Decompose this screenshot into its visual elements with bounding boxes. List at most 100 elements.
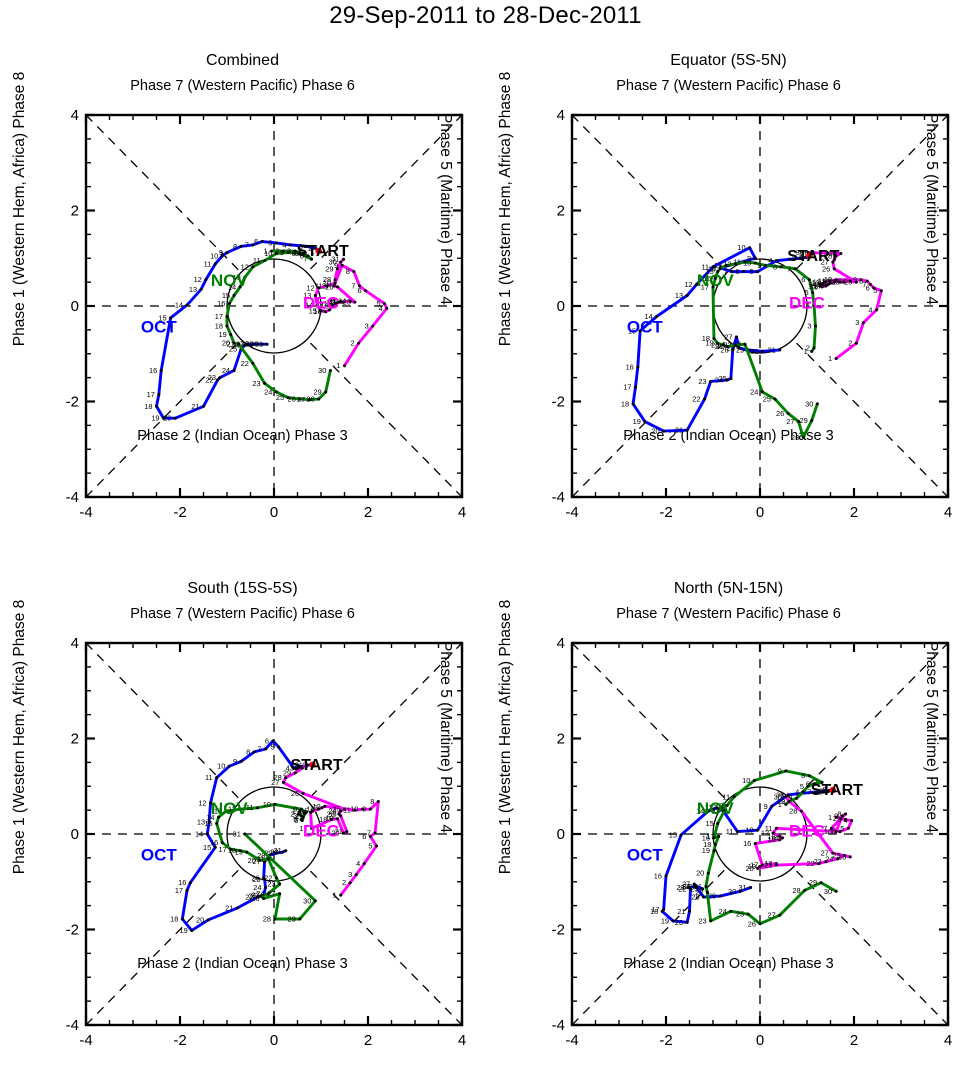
day-label: 22: [723, 341, 731, 350]
data-point: [263, 259, 267, 263]
day-label: 19: [705, 339, 713, 348]
plot-area: -4-4-2-200224412345678910111213141516171…: [538, 631, 953, 1049]
data-point: [328, 368, 332, 372]
day-label: 24: [838, 277, 846, 286]
data-point: [305, 763, 309, 767]
data-point: [774, 259, 778, 263]
day-label: 6: [819, 787, 823, 796]
data-point: [716, 270, 720, 274]
day-label: 23: [327, 809, 335, 818]
x-tick-label: -4: [565, 504, 578, 521]
data-point: [821, 281, 825, 285]
day-label: 21: [694, 882, 702, 891]
data-point: [306, 254, 310, 258]
data-point: [810, 419, 814, 423]
day-label: 11: [818, 277, 826, 286]
data-point: [278, 892, 282, 896]
day-label: 23: [831, 278, 839, 287]
data-point: [229, 847, 233, 851]
day-label: 13: [310, 803, 318, 812]
data-point: [803, 888, 807, 892]
day-label: 25: [763, 395, 771, 404]
day-label: 17: [175, 886, 183, 895]
axis-bottom-label: Phase 2 (Indian Ocean) Phase 3: [623, 956, 834, 972]
y-tick-label: 0: [557, 826, 565, 843]
day-label: 3: [299, 242, 303, 251]
day-label: 23: [267, 880, 275, 889]
day-label: 5: [840, 824, 844, 833]
data-point: [225, 324, 229, 328]
data-point: [834, 357, 838, 361]
x-tick-label: 2: [364, 1032, 372, 1049]
day-label: 12: [723, 259, 731, 268]
data-point: [839, 251, 843, 255]
axis-top-label: Phase 7 (Western Pacific) Phase 6: [130, 606, 355, 622]
data-point: [848, 279, 852, 283]
day-label: 23: [208, 373, 216, 382]
day-label: 13: [709, 803, 717, 812]
day-label: 1: [336, 361, 340, 370]
y-tick-label: -4: [66, 489, 79, 506]
data-point: [695, 283, 699, 287]
data-point: [237, 342, 241, 346]
y-tick-label: -2: [66, 922, 79, 939]
data-point: [220, 254, 224, 258]
data-point: [662, 429, 666, 433]
data-point: [348, 299, 352, 303]
day-label: 15: [705, 267, 713, 276]
data-point: [753, 842, 757, 846]
data-point: [215, 776, 219, 780]
day-label: 10: [263, 800, 271, 809]
data-point: [685, 428, 689, 432]
data-point: [215, 821, 219, 825]
data-point: [266, 857, 270, 861]
day-label: 1: [264, 247, 268, 256]
day-label: 10: [743, 259, 751, 268]
day-label: 21: [824, 277, 832, 286]
day-label: 29: [245, 340, 253, 349]
day-label: 7: [814, 778, 818, 787]
trajectory-nov: [711, 260, 819, 439]
data-point: [332, 284, 336, 288]
day-label: 29: [283, 768, 291, 777]
data-point: [813, 324, 817, 328]
day-label: 30: [796, 248, 804, 257]
day-label: 7: [724, 267, 728, 276]
day-label: 14: [696, 807, 704, 816]
day-label: 20: [331, 829, 339, 838]
data-point: [778, 913, 782, 917]
day-label: 29: [288, 914, 296, 923]
day-label: 22: [678, 884, 686, 893]
data-point: [773, 397, 777, 401]
day-label: 29: [777, 797, 785, 806]
y-tick-label: 4: [557, 635, 565, 652]
data-point: [220, 841, 224, 845]
data-point: [832, 267, 836, 271]
day-label: 24: [719, 907, 727, 916]
day-label: 3: [293, 811, 297, 820]
data-point: [719, 806, 723, 810]
day-label: 24: [682, 882, 690, 891]
day-label: 20: [745, 864, 753, 873]
data-point: [834, 279, 838, 283]
data-point: [185, 888, 189, 892]
month-label-nov: NOV: [697, 799, 735, 818]
day-label: 8: [292, 249, 296, 258]
data-point: [251, 361, 255, 365]
data-point: [758, 864, 762, 868]
data-point: [333, 281, 337, 285]
data-point: [692, 885, 696, 889]
data-point: [251, 342, 255, 346]
day-label: 8: [246, 747, 250, 756]
data-point: [671, 919, 675, 923]
data-point: [213, 845, 217, 849]
data-point: [301, 791, 305, 795]
data-point: [265, 342, 269, 346]
day-label: 31: [738, 883, 746, 892]
data-point: [779, 265, 783, 269]
data-point: [339, 814, 343, 818]
day-label: 2: [290, 809, 294, 818]
day-label: 15: [808, 281, 816, 290]
day-label: 3: [837, 815, 841, 824]
day-label: 27: [724, 333, 732, 342]
